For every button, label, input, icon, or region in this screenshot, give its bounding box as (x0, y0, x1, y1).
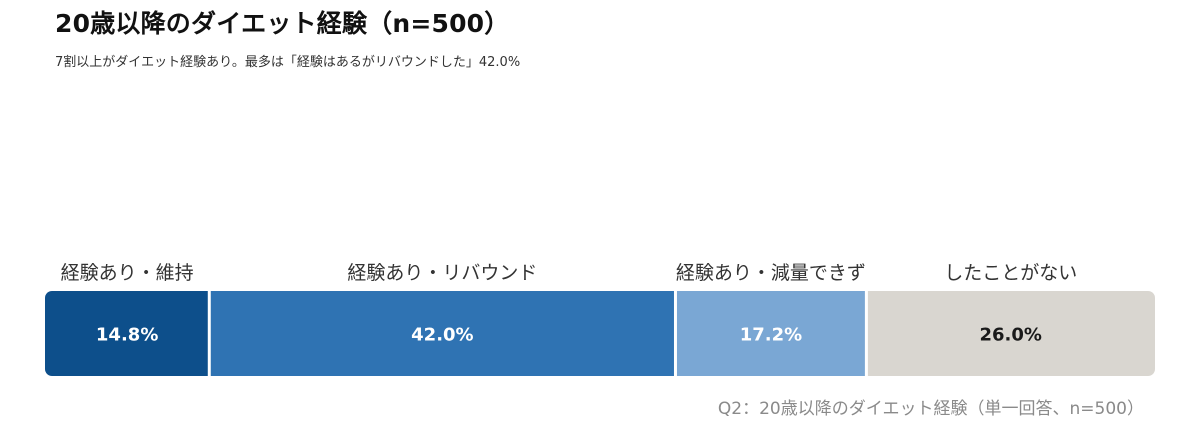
category-label: 経験あり・リバウンド (347, 262, 537, 284)
value-label: 14.8% (96, 325, 158, 346)
bar-segment-4 (866, 291, 1155, 376)
bar-segment-1 (45, 291, 210, 376)
value-label: 17.2% (740, 325, 802, 346)
source-note: Q2：20歳以降のダイエット経験（単一回答、n=500） (717, 399, 1144, 419)
category-label: 経験あり・減量できず (676, 262, 866, 284)
value-label: 42.0% (411, 325, 473, 346)
segment-dividers (207, 291, 868, 376)
category-label: 経験あり・維持 (61, 262, 194, 284)
chart-title: 20歳以降のダイエット経験（n=500） (55, 9, 510, 38)
value-label: 26.0% (979, 325, 1041, 346)
value-labels: 14.8% 42.0% 17.2% 26.0% (96, 325, 1042, 346)
bar-segment-2 (209, 291, 676, 376)
category-label: したことがない (944, 262, 1077, 284)
category-labels: 経験あり・維持 経験あり・リバウンド 経験あり・減量できず したことがない (61, 262, 1078, 284)
bar-segments (45, 291, 1155, 376)
bar-segment-3 (675, 291, 867, 376)
chart-subtitle: 7割以上がダイエット経験あり。最多は「経験はあるがリバウンドした」42.0% (55, 55, 521, 70)
